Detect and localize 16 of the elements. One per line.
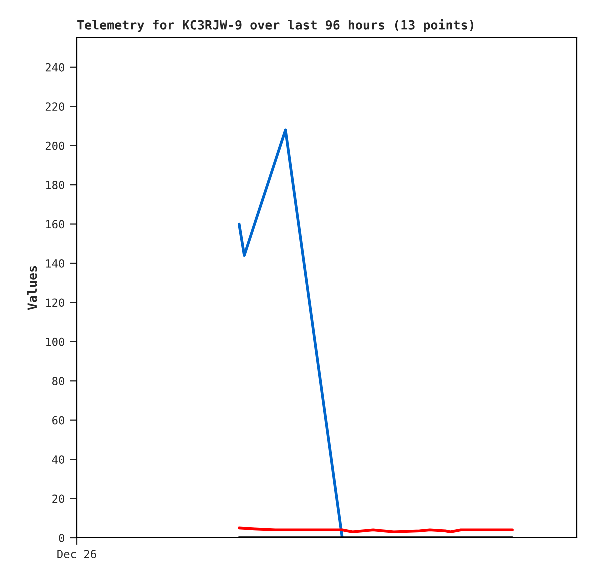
y-tick-label: 160 [46, 220, 64, 229]
y-tick-label: 60 [52, 416, 64, 425]
x-tick-label: Dec 26 [58, 550, 96, 558]
y-tick-label: 220 [46, 102, 64, 112]
y-axis-title: Values [27, 266, 38, 310]
y-tick-label: 20 [52, 494, 64, 504]
y-tick-label: 180 [46, 181, 64, 190]
y-tick-label: 40 [52, 456, 64, 464]
y-tick-label: 120 [46, 298, 64, 308]
y-tick-label: 0 [59, 534, 64, 542]
y-tick-label: 80 [52, 377, 64, 386]
y-tick-label: 140 [46, 259, 64, 268]
y-tick-label: 240 [46, 63, 64, 72]
y-tick-label: 100 [46, 338, 64, 346]
y-tick-label: 200 [46, 142, 64, 150]
chart-title: Telemetry for KC3RJW-9 over last 96 hours (13 points) [78, 20, 474, 32]
